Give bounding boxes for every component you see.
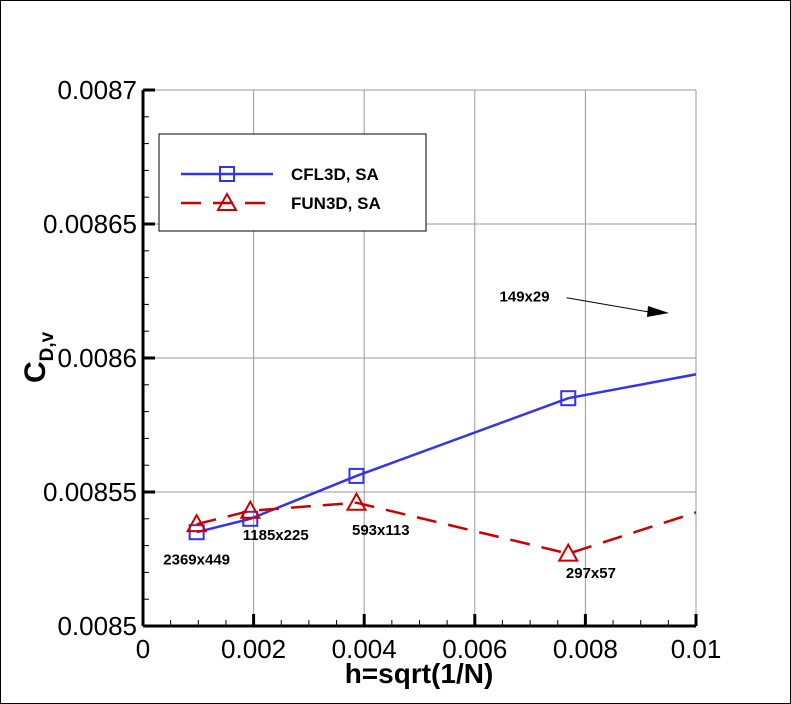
triangle-marker (239, 499, 261, 519)
triangle-marker (185, 513, 208, 533)
y-tick-label: 0.0087 (57, 75, 137, 105)
grid-size-label: 297x57 (566, 565, 616, 582)
y-tick-label: 0.0085 (57, 611, 137, 641)
series-1 (185, 491, 696, 562)
legend: CFL3D, SA FUN3D, SA (158, 133, 427, 232)
triangle-marker (345, 491, 368, 511)
y-tick-label: 0.00865 (43, 209, 137, 239)
y-tick-label: 0.0086 (57, 343, 137, 373)
series-line (196, 501, 696, 555)
grid-size-label: 1185x225 (243, 527, 309, 544)
square-marker (188, 524, 205, 541)
x-tick-label: 0.004 (332, 634, 397, 664)
x-tick-label: 0 (136, 634, 150, 664)
y-axis-label-main: C (19, 361, 52, 383)
axes: 0 0.002 0.004 0.006 0.008 0.01 0.0085 0.00855 0.… (43, 75, 721, 664)
square-marker (242, 510, 259, 527)
x-axis-label: h=sqrt(1/N) (345, 658, 494, 689)
grid-size-label: 593x113 (352, 522, 410, 539)
x-tick-label: 0.006 (442, 634, 507, 664)
triangle-marker (216, 191, 238, 211)
square-marker (560, 390, 577, 407)
series-0 (188, 373, 696, 541)
y-tick-label: 0.00855 (43, 477, 137, 507)
x-tick-label: 0.002 (221, 634, 286, 664)
grid-size-label: 149x29 (500, 289, 550, 306)
legend-label: CFL3D, SA (291, 165, 379, 184)
y-axis-label: CD,v (19, 331, 58, 383)
arrow-line (566, 297, 650, 313)
y-axis-label-sub: D,v (37, 331, 58, 361)
series-line (196, 373, 696, 534)
series-layer (185, 373, 696, 562)
square-marker (348, 467, 365, 484)
x-tick-label: 0.01 (671, 634, 722, 664)
square-marker (219, 166, 235, 182)
x-tick-label: 0.008 (553, 634, 618, 664)
grid-size-label: 2369x449 (163, 551, 230, 568)
legend-label: FUN3D, SA (291, 194, 381, 213)
triangle-marker (557, 542, 579, 562)
annotations: 2369x449 1185x225 593x113 297x57 149x29 (163, 289, 669, 582)
arrow-head-icon (647, 306, 669, 317)
